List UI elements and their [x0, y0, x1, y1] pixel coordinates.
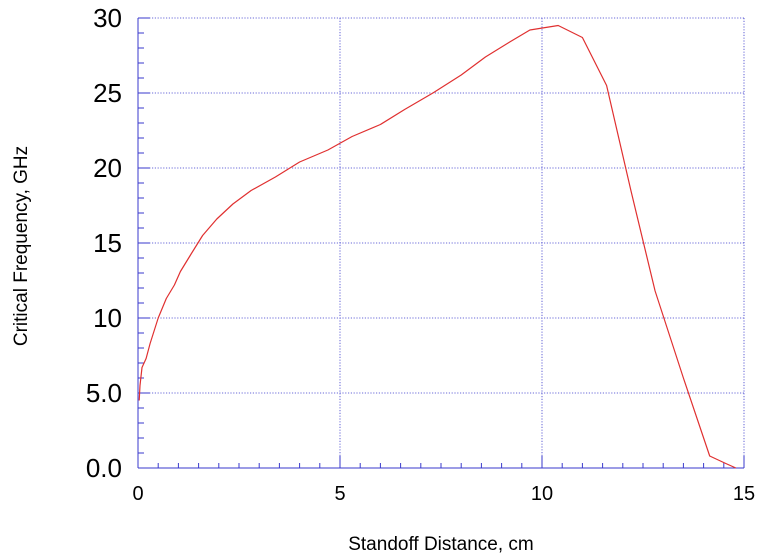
- y-tick-label-2: 10: [93, 303, 122, 333]
- series-line-0: [138, 24, 737, 469]
- grid-layer: [138, 17, 745, 468]
- x-tick-label-3: 15: [733, 483, 755, 505]
- y-tick-label-3: 15: [93, 228, 122, 258]
- y-axis-label: Critical Frequency, GHz: [11, 146, 32, 346]
- label-layer: 0 5 10 15 0.0 5.0 10 15 20 25 30: [86, 3, 755, 505]
- y-tick-label-5: 25: [93, 78, 122, 108]
- y-tick-label-0: 0.0: [86, 453, 122, 483]
- series-layer: [138, 24, 737, 469]
- x-axis-label: Standoff Distance, cm: [348, 534, 534, 555]
- y-tick-label-4: 20: [93, 153, 122, 183]
- x-tick-label-0: 0: [132, 483, 143, 505]
- y-tick-label-1: 5.0: [86, 378, 122, 408]
- y-tick-label-6: 30: [93, 3, 122, 33]
- x-tick-label-2: 10: [531, 483, 553, 505]
- x-tick-label-1: 5: [334, 483, 345, 505]
- axis-layer: [137, 17, 745, 469]
